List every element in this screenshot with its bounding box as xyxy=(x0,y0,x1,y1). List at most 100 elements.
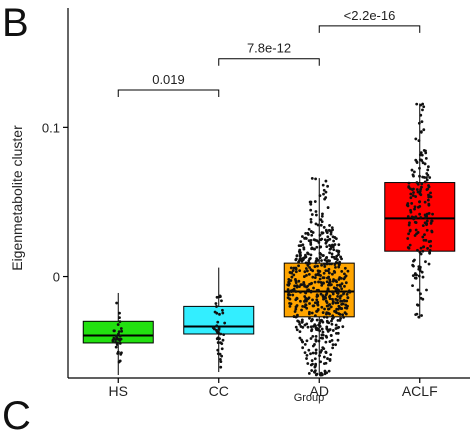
data-point xyxy=(334,301,338,305)
data-point xyxy=(321,212,324,216)
data-point xyxy=(407,246,411,250)
data-point xyxy=(325,262,329,266)
data-point xyxy=(422,149,426,152)
x-tick-label-ad: AD xyxy=(310,383,329,399)
data-point xyxy=(406,237,410,240)
data-point xyxy=(215,324,219,328)
data-point xyxy=(419,216,423,219)
data-point xyxy=(323,372,327,376)
data-point xyxy=(311,334,315,338)
data-point xyxy=(336,307,340,311)
data-point xyxy=(293,310,297,313)
data-point xyxy=(320,305,324,309)
data-point xyxy=(115,343,119,346)
comparison-bracket xyxy=(117,89,220,98)
points-aclf xyxy=(405,102,434,319)
data-point xyxy=(303,299,306,303)
data-point xyxy=(328,237,332,241)
data-point xyxy=(318,354,321,358)
data-point xyxy=(336,292,340,295)
data-point xyxy=(292,287,296,291)
data-point xyxy=(340,257,343,261)
data-point xyxy=(325,240,328,244)
data-point xyxy=(323,307,326,311)
data-point xyxy=(118,334,122,338)
data-point xyxy=(304,253,307,257)
data-point xyxy=(297,279,301,283)
data-point xyxy=(305,357,308,360)
data-point xyxy=(325,245,329,249)
data-point xyxy=(409,192,413,196)
data-point xyxy=(292,273,296,277)
data-point xyxy=(297,264,300,268)
data-point xyxy=(327,271,331,275)
data-point xyxy=(318,277,322,281)
data-point xyxy=(405,203,409,207)
data-point xyxy=(306,264,310,267)
data-point xyxy=(320,333,324,337)
data-point xyxy=(309,202,313,206)
data-point xyxy=(219,365,223,369)
data-point xyxy=(417,121,421,125)
data-point xyxy=(319,245,323,249)
data-point xyxy=(305,269,309,273)
data-point xyxy=(319,223,323,227)
data-point xyxy=(329,353,333,357)
data-point xyxy=(337,312,341,315)
data-point xyxy=(337,289,341,293)
data-point xyxy=(310,311,314,315)
data-point xyxy=(418,250,422,254)
data-point xyxy=(218,337,221,341)
data-point xyxy=(295,328,299,332)
data-point xyxy=(326,289,330,292)
data-point xyxy=(418,153,422,157)
data-point xyxy=(328,280,332,284)
data-point xyxy=(221,338,225,342)
data-point xyxy=(306,325,310,329)
data-point xyxy=(424,216,427,219)
data-point xyxy=(299,290,302,294)
data-point xyxy=(221,311,225,315)
data-point xyxy=(322,297,326,301)
data-point xyxy=(330,319,333,323)
data-point xyxy=(311,351,315,355)
data-point xyxy=(310,359,314,362)
data-point xyxy=(323,197,327,201)
data-point xyxy=(299,240,303,244)
data-point xyxy=(324,340,328,344)
data-point xyxy=(336,318,340,322)
data-point xyxy=(303,270,307,274)
data-point xyxy=(287,283,291,287)
data-point xyxy=(114,338,118,342)
data-point xyxy=(314,338,318,342)
data-point xyxy=(320,349,323,352)
data-point xyxy=(302,283,306,286)
data-point xyxy=(340,302,343,306)
data-point xyxy=(317,241,321,244)
data-point xyxy=(322,225,326,229)
data-point xyxy=(305,339,309,343)
data-point xyxy=(425,178,429,182)
data-point xyxy=(412,259,415,263)
data-point xyxy=(309,352,312,356)
data-point xyxy=(289,279,293,282)
data-point xyxy=(312,286,315,290)
data-point xyxy=(427,184,430,187)
data-point xyxy=(311,275,315,279)
data-point xyxy=(328,259,331,263)
data-point xyxy=(320,263,323,267)
data-point xyxy=(315,328,318,331)
data-point xyxy=(331,329,335,332)
data-point xyxy=(298,285,301,289)
data-point xyxy=(342,292,345,296)
data-point xyxy=(424,260,427,264)
data-point xyxy=(310,176,314,180)
data-point xyxy=(324,351,328,355)
data-point xyxy=(295,314,299,318)
data-point xyxy=(421,108,424,112)
data-point xyxy=(314,351,318,355)
data-point xyxy=(419,246,423,250)
data-point xyxy=(417,267,421,271)
data-point xyxy=(294,278,297,281)
data-point xyxy=(337,250,340,254)
